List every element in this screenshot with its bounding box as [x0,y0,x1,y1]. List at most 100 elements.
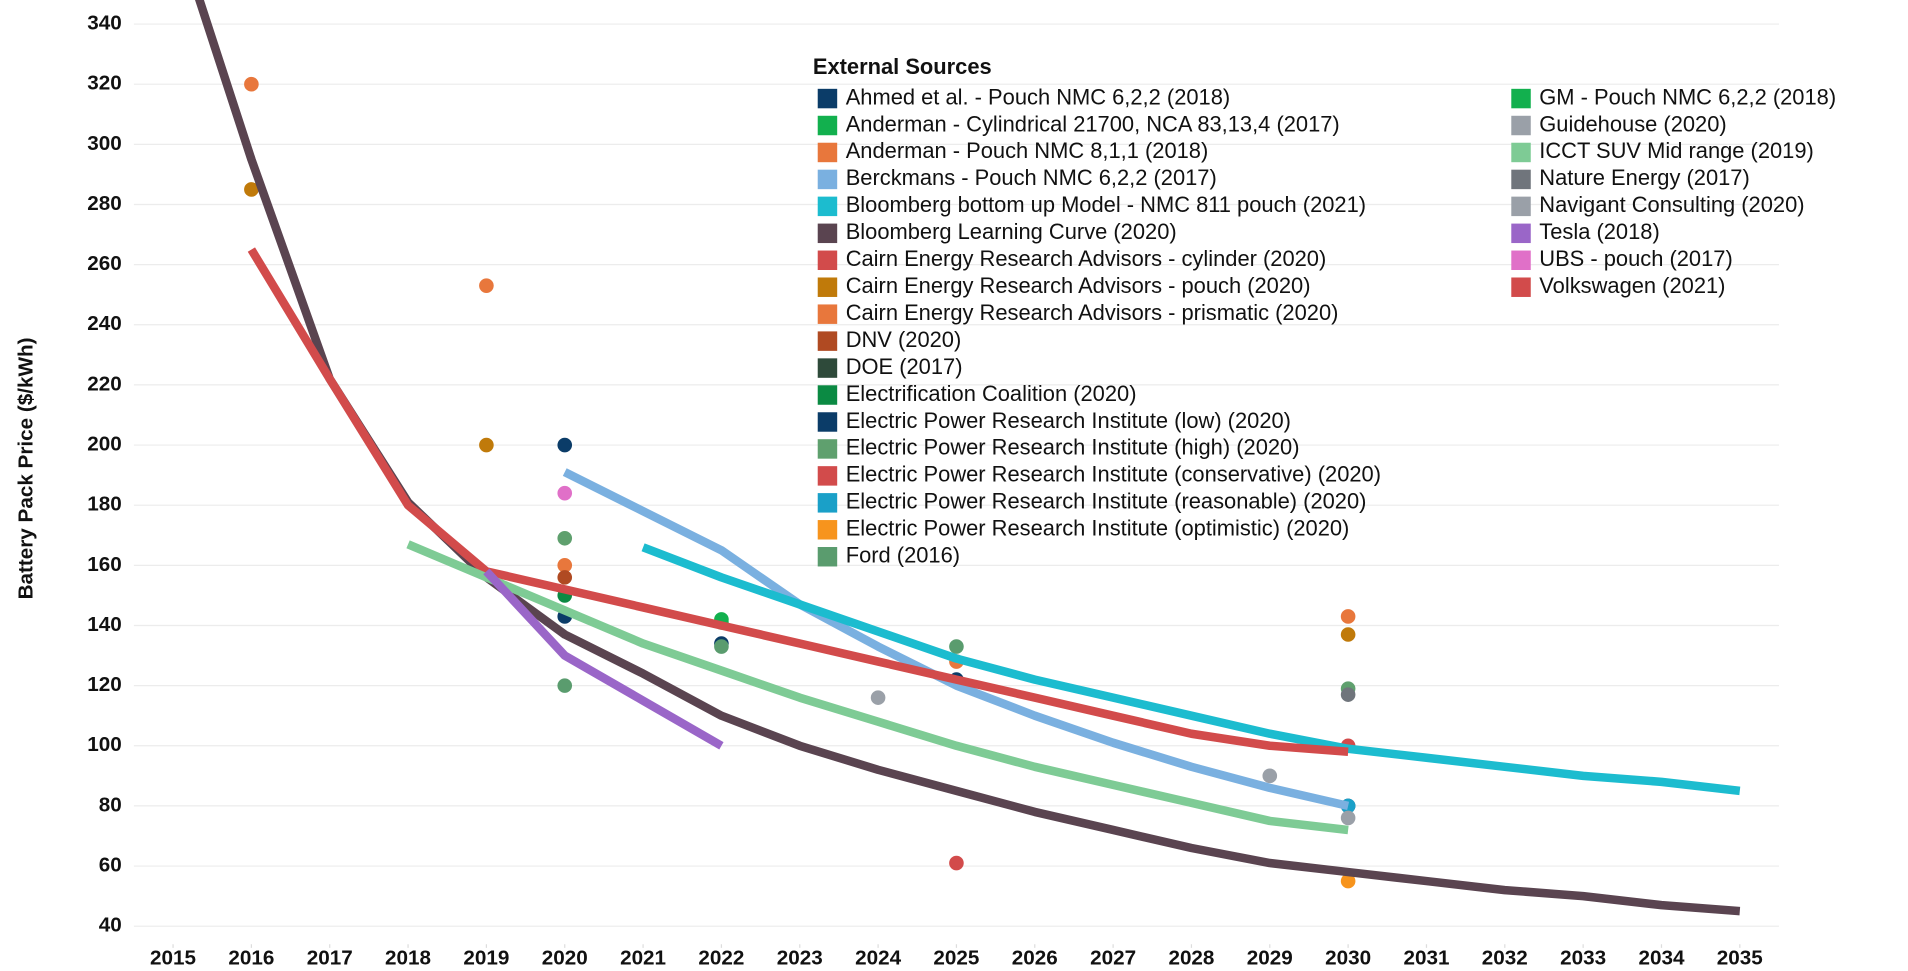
y-tick-label: 160 [87,553,122,576]
data-point [557,570,573,585]
y-tick-label: 60 [99,854,122,877]
legend-label: Berckmans - Pouch NMC 6,2,2 (2017) [846,165,1217,190]
legend-swatch [1511,196,1531,217]
legend: Ahmed et al. - Pouch NMC 6,2,2 (2018)And… [817,84,1836,568]
data-point [1340,627,1356,642]
legend-title: External Sources [813,54,992,79]
x-tick-label: 2016 [228,946,274,969]
legend-swatch [817,142,838,163]
y-tick-label: 340 [87,12,122,35]
legend-swatch [1511,115,1531,136]
x-tick-label: 2032 [1482,946,1528,969]
legend-swatch [1511,223,1531,244]
data-point [1340,810,1356,826]
legend-swatch [817,439,838,459]
x-tick-label: 2024 [855,946,901,969]
legend-swatch [817,304,838,324]
plot-area [195,0,1741,916]
legend-swatch [817,358,838,378]
legend-swatch [1511,250,1531,271]
legend-label: Electric Power Research Institute (reaso… [846,489,1367,514]
data-point [949,639,964,654]
data-point [870,690,886,705]
data-point [557,437,573,453]
x-tick-label: 2015 [150,946,196,969]
data-point [1262,768,1278,784]
data-point [479,437,494,453]
y-tick-label: 120 [87,673,122,696]
series-line [406,540,1349,835]
data-point [244,76,259,92]
x-tick-label: 2017 [307,946,353,969]
legend-label: Electric Power Research Institute (low) … [846,408,1291,433]
legend-label: Guidehouse (2020) [1539,111,1726,136]
series-line [562,468,1350,811]
legend-label: Volkswagen (2021) [1539,273,1725,298]
y-tick-label: 220 [87,372,122,395]
legend-label: Ford (2016) [846,543,960,568]
legend-label: GM - Pouch NMC 6,2,2 (2018) [1539,84,1836,109]
legend-swatch [817,385,838,405]
series-line [483,568,724,750]
legend-label: DOE (2017) [846,354,963,379]
legend-swatch [1511,88,1531,109]
data-point [479,278,494,293]
x-tick-label: 2023 [777,946,823,969]
legend-swatch [817,115,838,136]
data-point [949,855,964,871]
x-tick-label: 2019 [463,946,509,969]
y-tick-label: 100 [87,733,122,756]
legend-label: Nature Energy (2017) [1539,165,1750,190]
legend-swatch [1511,169,1531,190]
legend-label: Cairn Energy Research Advisors - cylinde… [846,246,1327,271]
y-tick-label: 40 [99,914,122,937]
legend-label: Bloomberg bottom up Model - NMC 811 pouc… [846,192,1366,217]
x-tick-label: 2020 [542,946,588,969]
x-tick-label: 2028 [1168,946,1214,969]
data-point [714,639,729,654]
data-point [557,678,573,693]
data-point [1340,609,1356,624]
legend-label: UBS - pouch (2017) [1539,246,1732,271]
legend-swatch [817,493,838,513]
y-tick-label: 280 [87,192,122,215]
data-point [557,530,573,546]
data-point [244,182,259,197]
series-line [247,247,1349,757]
x-tick-label: 2018 [385,946,431,969]
data-point [557,485,573,501]
x-tick-label: 2021 [620,946,666,969]
y-tick-label: 240 [87,312,122,335]
legend-label: Electric Power Research Institute (optim… [846,516,1350,541]
x-tick-label: 2034 [1638,946,1684,969]
y-tick-label: 80 [99,793,122,816]
x-tick-label: 2025 [933,946,979,969]
legend-swatch [1511,142,1531,163]
legend-swatch [817,466,838,486]
legend-swatch [817,277,838,297]
y-tick-label: 260 [87,252,122,275]
legend-label: Bloomberg Learning Curve (2020) [846,219,1177,244]
data-point [557,558,573,573]
data-point [1340,687,1356,702]
legend-swatch [817,547,838,567]
x-tick-label: 2027 [1090,946,1136,969]
legend-label: Ahmed et al. - Pouch NMC 6,2,2 (2018) [846,84,1231,109]
legend-swatch [817,250,838,271]
x-tick-label: 2029 [1247,946,1293,969]
y-tick-label: 200 [87,433,122,456]
y-tick-label: 320 [87,72,122,95]
x-tick-label: 2033 [1560,946,1606,969]
legend-label: Cairn Energy Research Advisors - prismat… [846,300,1339,325]
legend-swatch [817,196,838,217]
legend-label: ICCT SUV Mid range (2019) [1539,138,1814,163]
legend-swatch [1511,277,1531,297]
legend-swatch [817,169,838,190]
legend-label: DNV (2020) [846,327,962,352]
y-axis-label: Battery Pack Price ($/kWh) [14,337,37,599]
legend-label: Anderman - Cylindrical 21700, NCA 83,13,… [846,111,1340,136]
legend-swatch [817,412,838,432]
legend-swatch [817,88,838,109]
legend-label: Navigant Consulting (2020) [1539,192,1804,217]
